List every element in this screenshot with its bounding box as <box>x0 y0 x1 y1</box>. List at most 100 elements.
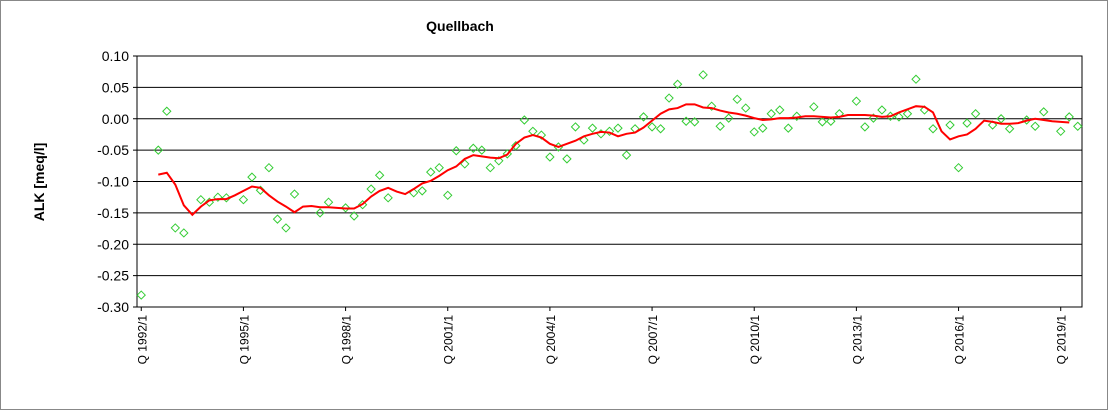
data-point <box>1030 121 1040 131</box>
data-point <box>213 192 223 202</box>
data-point <box>170 223 181 233</box>
data-point <box>1021 115 1032 125</box>
data-point <box>775 105 785 115</box>
data-point <box>494 156 504 166</box>
data-point <box>902 109 913 119</box>
data-point <box>877 105 887 115</box>
data-point <box>374 170 385 180</box>
data-point <box>672 79 683 89</box>
data-point <box>485 162 496 173</box>
y-tick-label: -0.15 <box>97 205 129 221</box>
data-point <box>417 186 427 196</box>
data-point <box>911 74 921 84</box>
y-tick-label: -0.25 <box>97 268 129 284</box>
data-point <box>809 102 819 112</box>
x-tick-label: Q 1998/1 <box>340 315 354 365</box>
data-point <box>715 121 725 131</box>
data-point <box>434 162 444 173</box>
data-point <box>817 117 828 127</box>
plot-border <box>136 55 1083 308</box>
data-point <box>477 145 487 155</box>
data-point <box>766 109 776 119</box>
data-point <box>136 290 146 300</box>
data-point <box>826 116 836 126</box>
data-point <box>741 103 751 113</box>
x-tick-label: Q 2013/1 <box>850 315 864 365</box>
y-tick-label: 0.05 <box>102 79 129 95</box>
data-point <box>247 172 257 182</box>
data-point <box>153 145 163 155</box>
data-point <box>323 197 334 207</box>
data-point <box>1056 126 1066 137</box>
data-point <box>664 93 674 103</box>
y-tick-label: -0.05 <box>97 142 129 158</box>
data-point <box>655 124 666 134</box>
data-point <box>945 120 955 130</box>
data-point <box>621 150 632 160</box>
data-point <box>196 194 206 205</box>
data-point <box>732 94 742 105</box>
data-point <box>315 208 325 218</box>
data-point <box>681 116 691 126</box>
data-point <box>281 223 291 233</box>
data-point <box>349 211 359 221</box>
data-point <box>519 115 530 125</box>
data-point <box>238 194 249 205</box>
data-point <box>536 130 547 140</box>
data-point <box>272 214 283 224</box>
data-point <box>383 193 393 203</box>
data-point <box>953 162 964 173</box>
data-point <box>545 152 555 162</box>
data-point <box>1064 112 1074 122</box>
data-point <box>604 126 615 137</box>
data-point <box>638 112 649 122</box>
chart-title: Quellbach <box>426 18 494 34</box>
data-point <box>1004 124 1015 134</box>
x-tick-label: Q 1992/1 <box>135 315 149 365</box>
data-point <box>928 124 938 134</box>
y-tick-label: 0.00 <box>102 111 129 127</box>
y-tick-label: -0.10 <box>97 174 129 190</box>
data-point <box>851 96 862 106</box>
data-point <box>357 200 368 210</box>
data-point <box>1038 107 1049 117</box>
data-point <box>894 112 904 122</box>
data-point <box>783 123 793 133</box>
y-tick-label: -0.30 <box>97 299 129 315</box>
data-point <box>179 228 189 238</box>
x-tick-label: Q 2004/1 <box>544 315 558 365</box>
data-point <box>749 127 759 137</box>
data-point <box>221 193 232 203</box>
data-point <box>758 123 768 133</box>
data-point <box>970 109 981 119</box>
data-point <box>366 184 376 194</box>
data-point <box>689 117 700 127</box>
data-point <box>468 143 478 153</box>
data-point <box>570 122 581 132</box>
data-point <box>706 101 717 111</box>
y-axis-label: ALK [meq/l] <box>31 143 47 222</box>
data-point <box>587 123 598 133</box>
data-point <box>443 190 453 201</box>
data-point <box>340 203 351 213</box>
trend-line <box>158 103 1070 217</box>
data-point <box>792 111 802 121</box>
data-point <box>562 154 572 164</box>
data-point <box>613 123 623 133</box>
x-tick-label: Q 1995/1 <box>237 315 251 365</box>
data-point <box>647 122 657 132</box>
x-tick-label: Q 2019/1 <box>1055 315 1069 365</box>
data-point <box>698 70 708 80</box>
y-tick-label: 0.10 <box>102 48 129 64</box>
y-tick-label: -0.20 <box>97 236 129 252</box>
data-point <box>426 167 436 177</box>
x-tick-label: Q 2007/1 <box>646 315 660 365</box>
data-point <box>723 113 734 123</box>
data-point <box>451 146 461 156</box>
data-point <box>860 122 870 132</box>
data-point <box>264 162 274 173</box>
x-tick-label: Q 2016/1 <box>953 315 967 365</box>
data-point <box>289 189 300 199</box>
